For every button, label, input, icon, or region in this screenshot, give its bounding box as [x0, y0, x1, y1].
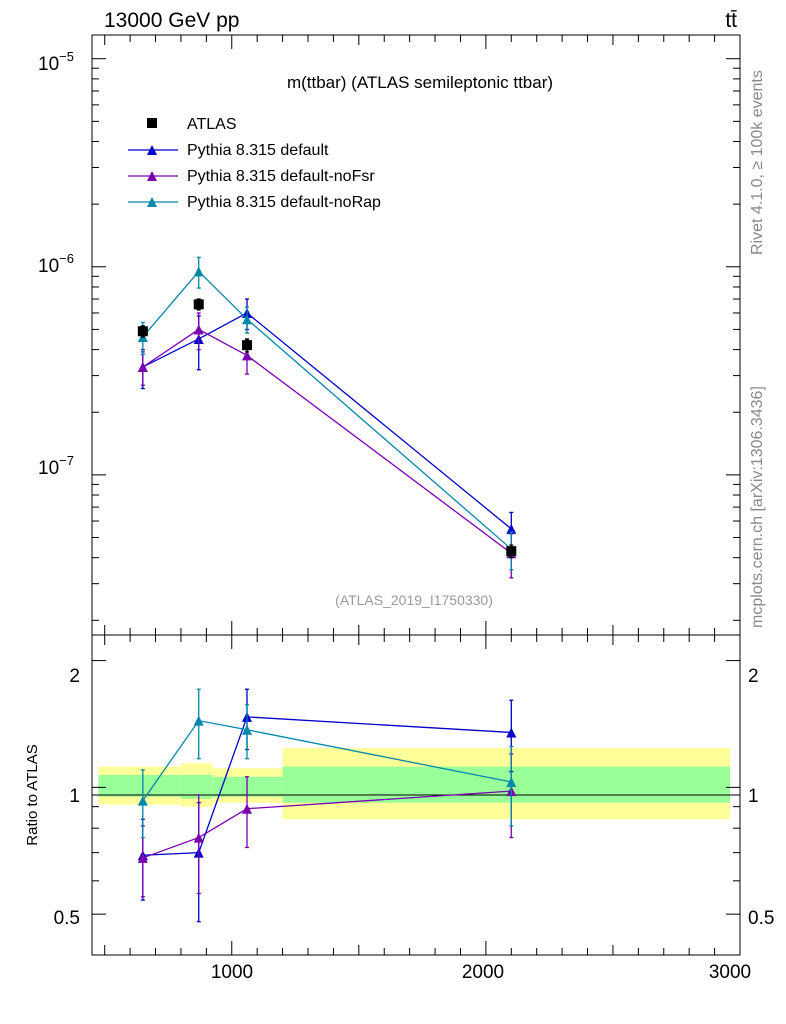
analysis-id: (ATLAS_2019_I1750330) [335, 592, 493, 608]
ratio-series-line [142, 719, 512, 802]
main-y-axis: 10−5 10−6 10−7 [38, 35, 741, 635]
ratio-y-label: Ratio to ATLAS [24, 744, 41, 845]
legend-marker-default [147, 145, 157, 155]
source-label: mcplots.cern.ch [arXiv:1306.3436] [749, 386, 766, 628]
ratio-y-tick-label-right: 2 [748, 666, 759, 687]
energy-label: 13000 GeV pp [104, 9, 239, 32]
legend-marker-nofsr [147, 171, 157, 181]
data-point-atlas [193, 299, 204, 310]
legend-label: Pythia 8.315 default-noFsr [187, 168, 375, 185]
main-panel: m(ttbar) (ATLAS semileptonic ttbar) (ATL… [38, 34, 741, 636]
x-tick-label: 3000 [709, 962, 751, 983]
uncertainty-band-inner [180, 774, 213, 799]
ratio-y-tick-label-right: 1 [748, 786, 759, 807]
ratio-y-tick-label-right: 0.5 [748, 908, 774, 929]
data-point-atlas [242, 340, 253, 351]
ratio-panel: Ratio to ATLAS 0.5 1 2 0.5 1 2 1000 2000… [24, 634, 774, 983]
data-point-atlas [137, 326, 148, 337]
legend-marker-norap [147, 197, 157, 207]
ratio-y-tick-label: 2 [69, 666, 80, 687]
ratio-point [137, 795, 148, 806]
ratio-point [242, 803, 253, 814]
uncertainty-band-inner [98, 774, 181, 797]
ratio-y-tick-label: 0.5 [54, 908, 80, 929]
uncertainty-band-inner [282, 766, 730, 803]
data-point-mc [193, 266, 204, 277]
main-title: m(ttbar) (ATLAS semileptonic ttbar) [287, 73, 553, 92]
legend: ATLAS Pythia 8.315 default Pythia 8.315 … [128, 116, 381, 211]
ratio-point [506, 776, 517, 787]
main-y-tick-label: 10−5 [38, 49, 74, 75]
data-point-atlas [506, 546, 517, 557]
main-y-tick-label: 10−6 [38, 251, 74, 277]
main-y-tick-label: 10−7 [38, 453, 74, 479]
main-series-line [142, 328, 512, 554]
ratio-point [242, 724, 253, 735]
legend-marker-atlas [147, 118, 157, 128]
data-point-mc [242, 350, 253, 361]
ratio-series-line [142, 790, 512, 859]
data-point-mc [506, 523, 517, 534]
main-panel-frame [91, 34, 741, 636]
ratio-series-line [142, 716, 512, 856]
legend-label: ATLAS [187, 116, 237, 133]
main-series-line [142, 270, 512, 550]
data-point-mc [193, 324, 204, 335]
rivet-version-label: Rivet 4.1.0, ≥ 100k events [749, 70, 766, 255]
main-series-line [142, 312, 512, 530]
x-tick-label: 1000 [211, 962, 253, 983]
process-label: tt̄ [725, 9, 737, 32]
x-tick-label: 2000 [462, 962, 504, 983]
legend-label: Pythia 8.315 default-noRap [187, 194, 381, 211]
data-point-mc [137, 361, 148, 372]
ratio-point [506, 727, 517, 738]
data-point-mc [242, 314, 253, 325]
ratio-point [193, 715, 204, 726]
ratio-y-tick-label: 1 [69, 786, 80, 807]
ratio-point [137, 852, 148, 863]
ratio-panel-border [91, 634, 741, 956]
ratio-point [193, 832, 204, 843]
legend-label: Pythia 8.315 default [187, 142, 329, 159]
